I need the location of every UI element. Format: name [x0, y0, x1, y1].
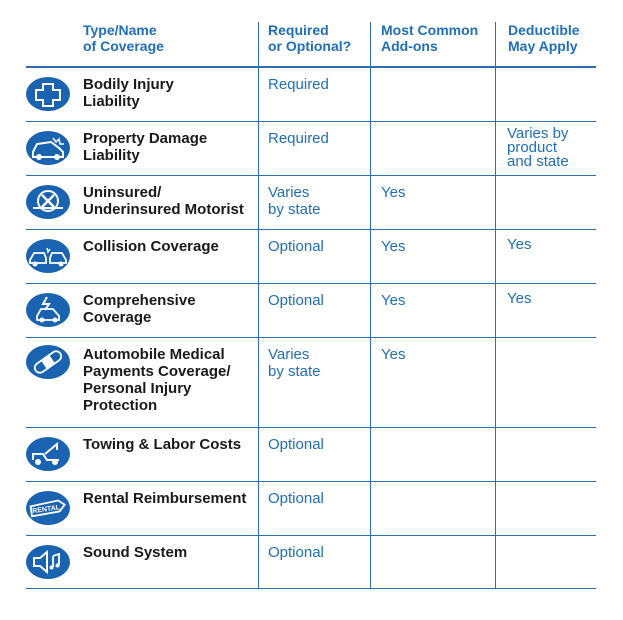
- row-divider: [26, 121, 596, 122]
- table-row: Property Damage Liability Required Varie…: [0, 121, 623, 175]
- comprehensive-icon: [25, 292, 71, 328]
- coverage-name: Collision Coverage: [83, 238, 219, 255]
- header-rule: [26, 66, 596, 68]
- deductible-value: Varies by product and state: [507, 125, 569, 170]
- coverage-name: Rental Reimbursement: [83, 490, 247, 507]
- row-divider: [26, 535, 596, 536]
- table-row: RENTAL Rental Reimbursement Optional: [0, 481, 623, 535]
- rental-tag-text: RENTAL: [32, 504, 61, 515]
- deductible-value: Yes: [507, 290, 532, 307]
- required-value: Required: [268, 76, 329, 93]
- table-bottom-rule: [26, 588, 596, 589]
- addons-value: Yes: [381, 346, 406, 363]
- header-required: Required or Optional?: [268, 22, 352, 54]
- required-value: Varies by state: [268, 184, 321, 218]
- required-value: Varies by state: [268, 346, 321, 380]
- header-addons: Most Common Add-ons: [381, 22, 479, 54]
- coverage-name: Comprehensive Coverage: [83, 292, 196, 326]
- row-divider: [26, 427, 596, 428]
- coverage-name: Sound System: [83, 544, 188, 561]
- row-divider: [26, 175, 596, 176]
- addons-value: Yes: [381, 238, 406, 255]
- row-divider: [26, 337, 596, 338]
- coverage-name: Property Damage Liability: [83, 130, 208, 164]
- medical-cross-icon: [25, 76, 71, 112]
- table-row: Sound System Optional: [0, 535, 623, 589]
- column-divider: [258, 22, 259, 589]
- table-row: Automobile Medical Payments Coverage/ Pe…: [0, 337, 623, 427]
- required-value: Optional: [268, 544, 324, 561]
- addons-value: Yes: [381, 292, 406, 309]
- coverage-name: Uninsured/ Underinsured Motorist: [83, 184, 244, 218]
- speaker-icon: [25, 544, 71, 580]
- tow-truck-icon: [25, 436, 71, 472]
- coverage-name: Automobile Medical Payments Coverage/ Pe…: [83, 346, 231, 414]
- rental-tag-icon: RENTAL: [25, 490, 71, 526]
- collision-icon: [25, 238, 71, 274]
- coverage-name: Towing & Labor Costs: [83, 436, 242, 453]
- required-value: Optional: [268, 292, 324, 309]
- table-row: Towing & Labor Costs Optional: [0, 427, 623, 481]
- table-row: Uninsured/ Underinsured Motorist Varies …: [0, 175, 623, 229]
- header-type: Type/Name of Coverage: [83, 22, 164, 54]
- required-value: Optional: [268, 490, 324, 507]
- header-deductible: Deductible May Apply: [508, 22, 580, 54]
- required-value: Required: [268, 130, 329, 147]
- car-damage-icon: [25, 130, 71, 166]
- row-divider: [26, 283, 596, 284]
- table-row: Collision Coverage Optional Yes Yes: [0, 229, 623, 283]
- deductible-value: Yes: [507, 236, 532, 253]
- bandage-icon: [25, 344, 71, 380]
- addons-value: Yes: [381, 184, 406, 201]
- uninsured-car-icon: [25, 184, 71, 220]
- row-divider: [26, 229, 596, 230]
- required-value: Optional: [268, 436, 324, 453]
- row-divider: [26, 481, 596, 482]
- table-row: Comprehensive Coverage Optional Yes Yes: [0, 283, 623, 337]
- column-divider: [370, 22, 371, 589]
- required-value: Optional: [268, 238, 324, 255]
- column-divider: [495, 22, 496, 589]
- coverage-name: Bodily Injury Liability: [83, 76, 174, 110]
- table-row: Bodily Injury Liability Required: [0, 67, 623, 121]
